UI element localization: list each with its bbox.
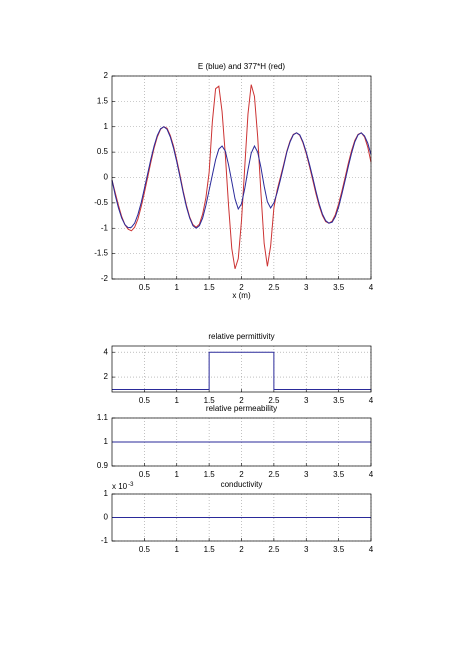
- y-tick-label: 2: [104, 372, 109, 381]
- x-tick-label: 0.5: [139, 470, 151, 479]
- x-tick-label: 1: [175, 396, 180, 405]
- x-tick-label: 2.5: [268, 396, 280, 405]
- y-tick-label: 0: [104, 513, 109, 522]
- y-tick-label: 4: [104, 347, 109, 356]
- y-tick-label: -1: [101, 536, 109, 545]
- y-tick-label: 0.5: [97, 147, 109, 156]
- plot-area: [112, 346, 371, 392]
- y-tick-label: 0.9: [97, 461, 109, 470]
- x-tick-label: 4: [369, 545, 374, 554]
- x-tick-label: 3.5: [333, 470, 345, 479]
- chart-title: relative permeability: [206, 404, 277, 413]
- x-tick-label: 2.5: [268, 545, 280, 554]
- x-axis-label: x (m): [232, 291, 251, 300]
- x-tick-label: 3.5: [333, 283, 345, 292]
- x-tick-label: 1: [175, 545, 180, 554]
- x-tick-label: 3.5: [333, 545, 345, 554]
- x-tick-label: 3: [304, 545, 309, 554]
- y-tick-label: 0: [104, 173, 109, 182]
- y-tick-label: 1: [104, 122, 109, 131]
- y-tick-label: 2: [104, 71, 109, 80]
- y-tick-label: -1: [101, 223, 109, 232]
- x-tick-label: 4: [369, 283, 374, 292]
- data-line: [112, 351, 371, 391]
- x-tick-label: 0.5: [139, 283, 151, 292]
- x-tick-label: 2: [239, 470, 244, 479]
- x-tick-label: 1.5: [204, 396, 216, 405]
- x-tick-label: 4: [369, 470, 374, 479]
- y-tick-label: 1.5: [97, 96, 109, 105]
- x-tick-label: 2: [239, 396, 244, 405]
- x-tick-label: 1.5: [204, 283, 216, 292]
- x-tick-label: 1: [175, 470, 180, 479]
- y-tick-label: 1.1: [97, 413, 109, 422]
- x-tick-label: 1.5: [204, 545, 216, 554]
- y-tick-label: -2: [101, 274, 109, 283]
- multiplier-base: x 10: [112, 482, 128, 491]
- axes-box: [111, 75, 372, 280]
- x-tick-label: 4: [369, 396, 374, 405]
- y-tick-label: -0.5: [94, 198, 108, 207]
- x-tick-label: 2: [239, 545, 244, 554]
- x-tick-label: 1: [175, 283, 180, 292]
- y-multiplier: x 10-3: [112, 482, 134, 492]
- x-tick-label: 0.5: [139, 396, 151, 405]
- x-tick-label: 3: [304, 283, 309, 292]
- x-tick-label: 3: [304, 470, 309, 479]
- axes-box: [111, 417, 372, 467]
- x-tick-label: 0.5: [139, 545, 151, 554]
- x-tick-label: 3.5: [333, 396, 345, 405]
- data-line: [111, 126, 372, 229]
- multiplier-exponent: -3: [128, 482, 134, 488]
- x-tick-label: 2: [239, 283, 244, 292]
- chart-title: E (blue) and 377*H (red): [198, 62, 285, 71]
- y-tick-label: 1: [104, 437, 109, 446]
- chart-title: conductivity: [221, 480, 263, 489]
- x-tick-label: 2.5: [268, 283, 280, 292]
- x-tick-label: 3: [304, 396, 309, 405]
- y-tick-label: -1.5: [94, 249, 108, 258]
- x-tick-label: 2.5: [268, 470, 280, 479]
- y-tick-label: 1: [104, 489, 109, 498]
- axes-box: [111, 493, 372, 542]
- chart-title: relative permittivity: [208, 332, 274, 341]
- axes-box: [111, 345, 372, 393]
- x-tick-label: 1.5: [204, 470, 216, 479]
